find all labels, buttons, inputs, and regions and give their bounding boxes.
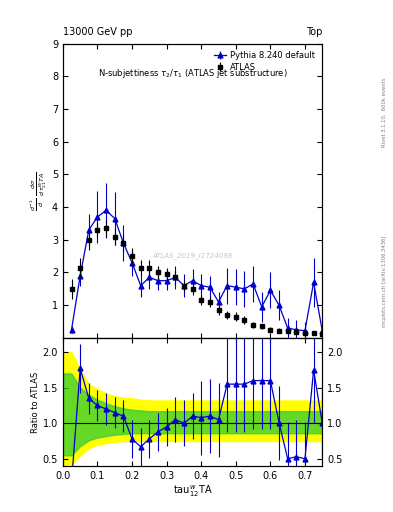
Text: Rivet 3.1.10,  600k events: Rivet 3.1.10, 600k events — [382, 78, 387, 147]
Y-axis label: Ratio to ATLAS: Ratio to ATLAS — [31, 371, 40, 433]
Text: Top: Top — [306, 27, 322, 37]
Text: 13000 GeV pp: 13000 GeV pp — [63, 27, 132, 37]
Text: ATLAS_2019_I1724098: ATLAS_2019_I1724098 — [152, 252, 233, 259]
X-axis label: tau$_{12}^{w}$TA: tau$_{12}^{w}$TA — [173, 483, 212, 499]
Legend: Pythia 8.240 default, ATLAS: Pythia 8.240 default, ATLAS — [211, 48, 318, 75]
Text: N-subjettiness $\tau_2/\tau_1$ (ATLAS jet substructure): N-subjettiness $\tau_2/\tau_1$ (ATLAS je… — [98, 67, 287, 80]
Text: mcplots.cern.ch [arXiv:1306.3436]: mcplots.cern.ch [arXiv:1306.3436] — [382, 236, 387, 327]
Y-axis label: $\frac{d^{-1}}{d}$ $\frac{d\sigma}{d\,\tau_{21}^{W}TA}$: $\frac{d^{-1}}{d}$ $\frac{d\sigma}{d\,\t… — [29, 171, 49, 210]
